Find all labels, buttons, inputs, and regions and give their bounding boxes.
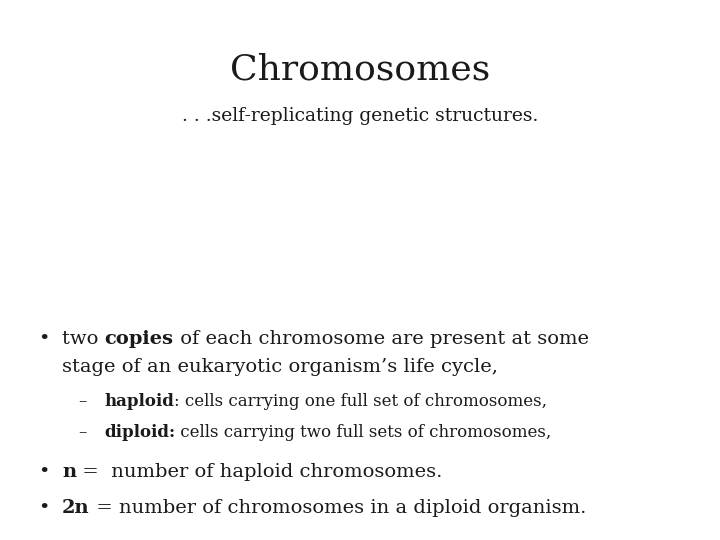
Text: diploid:: diploid:: [104, 424, 175, 441]
Text: of each chromosome are present at some: of each chromosome are present at some: [174, 330, 589, 348]
Text: –: –: [78, 393, 86, 410]
Text: •: •: [38, 499, 50, 517]
Text: stage of an eukaryotic organism’s life cycle,: stage of an eukaryotic organism’s life c…: [62, 358, 498, 376]
Text: =  number of haploid chromosomes.: = number of haploid chromosomes.: [76, 463, 443, 481]
Text: •: •: [38, 330, 50, 348]
Text: –: –: [78, 424, 86, 441]
Text: : cells carrying one full set of chromosomes,: : cells carrying one full set of chromos…: [174, 393, 547, 410]
Text: = number of chromosomes in a diploid organism.: = number of chromosomes in a diploid org…: [89, 499, 586, 517]
Text: copies: copies: [104, 330, 174, 348]
Text: two: two: [62, 330, 104, 348]
Text: haploid: haploid: [104, 393, 174, 410]
Text: . . .self-replicating genetic structures.: . . .self-replicating genetic structures…: [182, 107, 538, 125]
Text: •: •: [38, 463, 50, 481]
Text: cells carrying two full sets of chromosomes,: cells carrying two full sets of chromoso…: [175, 424, 552, 441]
Text: Chromosomes: Chromosomes: [230, 52, 490, 86]
Text: n: n: [62, 463, 76, 481]
Text: 2n: 2n: [62, 499, 89, 517]
